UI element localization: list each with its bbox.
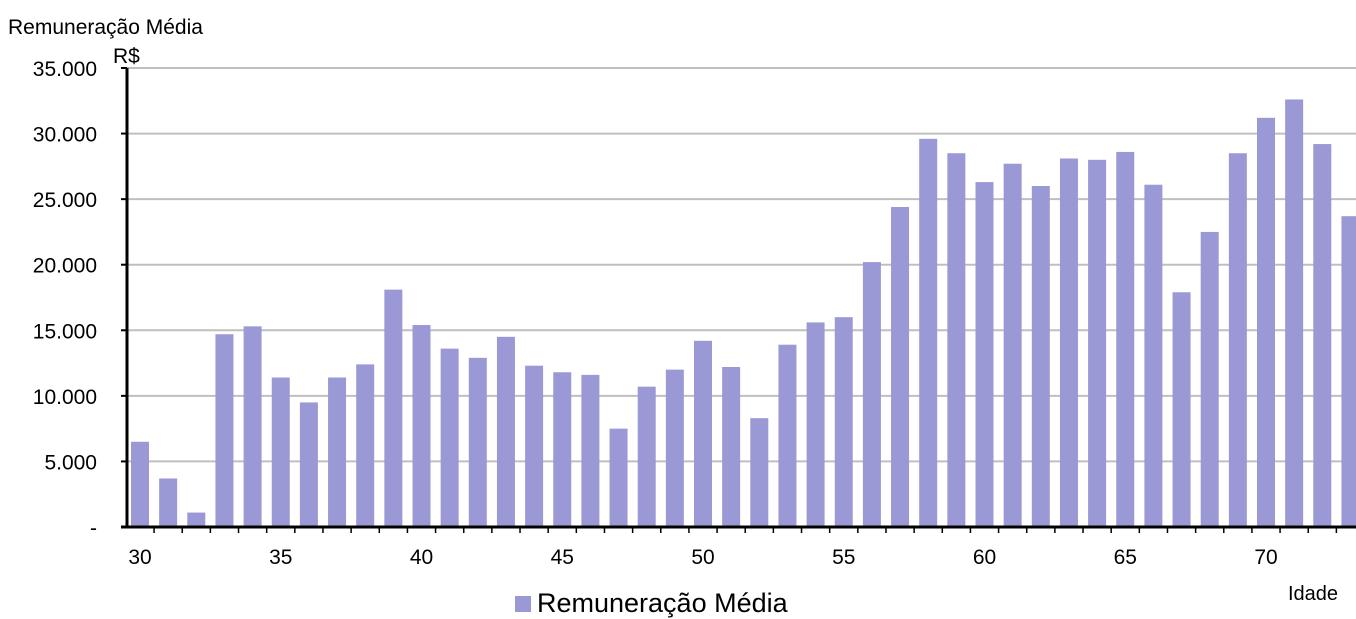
bar — [1031, 186, 1050, 527]
bar — [1228, 153, 1247, 528]
bar — [665, 369, 684, 527]
bar — [1257, 117, 1275, 527]
y-tick-labels: - 5.000 10.000 15.000 20.000 25.000 30.000 35.0… — [33, 58, 97, 540]
bar — [834, 317, 853, 527]
bar — [131, 441, 149, 527]
bar — [891, 207, 910, 527]
x-tick-label: 65 — [1114, 546, 1137, 569]
y-tick-label: - — [90, 517, 97, 540]
y-tick-label: 35.000 — [33, 58, 97, 81]
bar — [1313, 144, 1332, 527]
bar — [356, 364, 375, 527]
bar — [637, 386, 656, 527]
bar — [553, 372, 572, 527]
bar — [299, 402, 318, 527]
bar — [750, 418, 769, 527]
bar — [722, 367, 741, 527]
bar — [581, 374, 600, 527]
bar — [215, 334, 234, 527]
x-axis-title: Idade — [1287, 583, 1338, 605]
x-tick-label: 60 — [973, 546, 996, 569]
bar — [159, 478, 178, 527]
bar — [1285, 99, 1304, 527]
y-tick-label: 30.000 — [33, 124, 97, 147]
y-tick-label: 5.000 — [44, 451, 97, 474]
bar — [694, 340, 712, 527]
y-tick-label: 15.000 — [33, 320, 97, 343]
bar — [412, 325, 431, 527]
y-tick-label: 25.000 — [33, 189, 97, 212]
bar — [1172, 292, 1191, 527]
y-axis-unit: R$ — [113, 45, 140, 68]
y-axis-title: Remuneração Média — [8, 16, 203, 39]
bar — [243, 326, 262, 527]
bar — [328, 377, 347, 527]
legend-swatch — [515, 595, 531, 612]
bar — [271, 377, 290, 527]
x-tick-label: 35 — [269, 546, 292, 569]
x-tick-label: 50 — [691, 546, 714, 569]
bar — [1003, 163, 1022, 528]
y-tick-label: 10.000 — [33, 386, 97, 409]
bar — [440, 348, 459, 527]
bar — [975, 182, 994, 527]
bars — [131, 99, 1356, 528]
bar — [468, 357, 487, 527]
bar — [525, 365, 544, 527]
bar — [1088, 159, 1107, 528]
bar — [609, 428, 628, 527]
x-tick-labels: 30 35 40 45 50 55 60 65 70 — [128, 546, 1277, 569]
bar — [1144, 184, 1163, 527]
x-tick-label: 40 — [410, 546, 433, 569]
bar — [187, 512, 206, 527]
legend-label: Remuneração Média — [537, 588, 788, 618]
legend: Remuneração Média — [515, 588, 788, 619]
x-tick-label: 70 — [1254, 546, 1277, 569]
x-tick-label: 30 — [128, 546, 151, 569]
bar — [778, 344, 797, 527]
bar — [384, 289, 403, 527]
bar — [1116, 151, 1135, 527]
bar — [862, 262, 881, 527]
bar — [1341, 216, 1356, 527]
bar — [1059, 158, 1078, 528]
x-tick-label: 45 — [551, 546, 574, 569]
axes — [121, 67, 1356, 533]
bar — [806, 322, 825, 527]
y-tick-label: 20.000 — [33, 255, 97, 278]
bar — [496, 336, 515, 527]
bar — [947, 153, 966, 528]
x-tick-label: 55 — [832, 546, 855, 569]
bar — [919, 138, 938, 527]
bar — [1200, 231, 1219, 527]
